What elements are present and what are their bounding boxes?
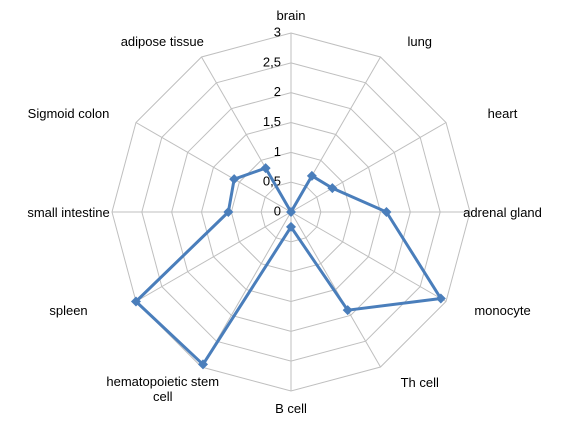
category-label: heart bbox=[487, 106, 518, 122]
category-label: brain bbox=[276, 8, 306, 23]
tick-label: 2,5 bbox=[263, 54, 281, 69]
marker bbox=[223, 207, 234, 217]
spoke bbox=[290, 122, 447, 213]
spoke bbox=[135, 122, 292, 213]
marker bbox=[260, 163, 271, 174]
tick-label: 3 bbox=[274, 24, 281, 39]
category-label: Sigmoid colon bbox=[27, 106, 110, 122]
category-label: adrenal gland bbox=[463, 204, 542, 220]
marker bbox=[342, 305, 353, 316]
tick-label: 2 bbox=[274, 84, 281, 99]
spoke bbox=[290, 211, 381, 368]
tick-label: 1,5 bbox=[263, 114, 281, 129]
category-label: lung bbox=[407, 34, 433, 50]
marker bbox=[286, 221, 296, 232]
marker bbox=[286, 207, 296, 217]
marker bbox=[197, 359, 208, 370]
series-line bbox=[134, 166, 443, 366]
marker bbox=[306, 170, 317, 181]
spoke bbox=[290, 211, 447, 302]
category-label: small intestine bbox=[27, 204, 110, 220]
marker bbox=[435, 293, 446, 304]
marker bbox=[327, 183, 338, 194]
tick-label: 1 bbox=[274, 144, 281, 159]
category-label: hematopoietic stem cell bbox=[106, 373, 220, 404]
category-label: Th cell bbox=[400, 374, 439, 390]
spoke bbox=[135, 211, 292, 302]
category-label: adipose tissue bbox=[120, 34, 204, 50]
marker bbox=[130, 296, 141, 307]
marker bbox=[229, 174, 240, 185]
marker bbox=[381, 207, 392, 217]
category-label: B cell bbox=[275, 401, 307, 416]
category-label: spleen bbox=[49, 302, 88, 318]
tick-label: 0 bbox=[274, 203, 281, 218]
category-label: monocyte bbox=[474, 302, 531, 318]
